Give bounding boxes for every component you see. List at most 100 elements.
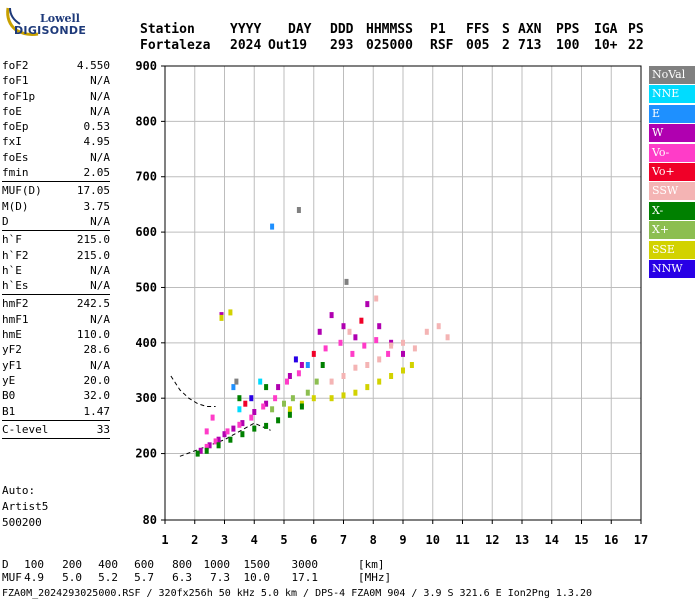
param-name: hmE: [2, 328, 22, 342]
param-group-virtual-heights: h`F 215.0 h`F2 215.0 h`E N/A h`Es N/A: [2, 232, 110, 293]
echo-point-ssw: [412, 345, 417, 352]
distance-value: 1500: [244, 558, 271, 571]
echo-point-w: [240, 420, 245, 427]
logo-text-lowell: Lowell: [40, 12, 80, 25]
muf-value: 4.9: [24, 571, 44, 584]
param-group-muf: MUF(D) 17.05 M(D) 3.75 D N/A: [2, 183, 110, 229]
echo-point-vo-: [237, 421, 242, 428]
y-tick-label: 300: [135, 391, 157, 405]
echo-point-vo-: [323, 345, 328, 352]
header-value: 100: [556, 38, 580, 53]
echo-point-x-: [216, 442, 221, 449]
header-label: Station: [140, 22, 195, 37]
distance-label: D: [2, 558, 9, 571]
muf-value: 7.3: [210, 571, 230, 584]
echo-point-vo-: [204, 443, 209, 450]
chart-grid: [165, 66, 641, 520]
separator: [2, 419, 110, 421]
param-name: fxI: [2, 135, 22, 149]
param-row: h`Es N/A: [2, 278, 110, 293]
echo-point-x-: [270, 406, 275, 413]
echo-point-vo-: [225, 428, 230, 435]
muf-value: 17.1: [292, 571, 319, 584]
header-label: FFS: [466, 22, 490, 37]
echo-point-sse: [341, 392, 346, 399]
legend-item-ssw: SSW: [649, 182, 695, 201]
auto-program: Artist5: [2, 500, 49, 513]
x-tick-label: 17: [634, 533, 648, 547]
legend-item-sse: SSE: [649, 240, 695, 259]
distance-value: 200: [62, 558, 82, 571]
echo-point-x-: [195, 450, 200, 457]
param-name: foEs: [2, 150, 29, 164]
legend-item-x-: X-: [649, 201, 695, 220]
digisonde-logo: [4, 4, 84, 40]
auto-label: Auto:: [2, 484, 36, 497]
param-name: D: [2, 214, 9, 228]
param-value: 20.0: [83, 373, 111, 387]
param-row: foF1 N/A: [2, 73, 110, 88]
distance-value: 100: [24, 558, 44, 571]
param-name: MUF(D): [2, 184, 42, 198]
echo-point-w: [299, 362, 304, 368]
echo-point-ssw: [424, 328, 429, 335]
echo-point-vo-: [296, 370, 301, 377]
footer-info: FZA0M_2024293025000.RSF / 320fx256h 50 k…: [2, 588, 592, 599]
header-value: 713: [518, 38, 541, 53]
y-tick-label: 200: [135, 447, 157, 461]
muf-label: MUF: [2, 571, 22, 584]
echo-point-sse: [377, 378, 382, 385]
header-value: 025000: [366, 38, 413, 53]
param-value: 242.5: [76, 297, 110, 311]
param-row: MUF(D) 17.05: [2, 183, 110, 198]
x-tick-label: 4: [251, 533, 258, 547]
echo-point-nne: [258, 378, 263, 385]
echo-point-ssw: [374, 295, 379, 302]
muf-value: [MHz]: [358, 571, 391, 584]
header-label: HHMMSS: [366, 22, 413, 37]
param-name: foF1: [2, 74, 29, 88]
param-value: 33: [96, 422, 110, 436]
param-name: h`Es: [2, 279, 29, 293]
echo-point-ssw: [347, 328, 352, 335]
echo-point-w: [222, 431, 227, 438]
chart-curves: [170, 375, 271, 457]
muf-value: 5.0: [62, 571, 82, 584]
echo-point-w: [231, 425, 236, 432]
param-value: N/A: [90, 89, 110, 103]
header-value: 2024: [230, 38, 261, 53]
param-value: 110.0: [76, 328, 110, 342]
param-row: h`E N/A: [2, 263, 110, 278]
param-value: 2.05: [83, 166, 111, 180]
echo-point-x-: [252, 425, 257, 432]
separator: [2, 294, 110, 296]
param-value: 4.550: [76, 59, 110, 72]
echo-point-x-: [290, 395, 295, 402]
x-tick-label: 6: [310, 533, 317, 547]
parameter-panel: foF2 4.550 foF1 N/A foF1p N/A foE N/A foEp 0.53 fx…: [2, 58, 110, 440]
header-label: S: [502, 22, 510, 37]
echo-point-e: [270, 223, 275, 230]
echo-point-vo-: [261, 403, 266, 410]
echo-point-ssw: [365, 362, 370, 368]
echo-point-ssw: [329, 378, 334, 385]
header-label: P1: [430, 22, 446, 37]
echo-point-sse: [311, 395, 316, 402]
param-name: hmF2: [2, 297, 29, 311]
param-value: 1.47: [83, 404, 111, 418]
echo-point-w: [377, 323, 382, 330]
x-tick-label: 9: [399, 533, 406, 547]
param-row: yE 20.0: [2, 373, 110, 388]
param-value: 3.75: [83, 199, 111, 213]
muf-value: 5.2: [98, 571, 118, 584]
header-label: YYYY: [230, 22, 261, 37]
param-row: fxI 4.95: [2, 134, 110, 149]
echo-point-vo-: [273, 395, 278, 402]
legend-item-nne: NNE: [649, 85, 695, 104]
echo-point-ssw: [353, 364, 358, 371]
y-tick-label: 80: [143, 513, 157, 527]
header-label: IGA: [594, 22, 618, 37]
param-name: foF1p: [2, 89, 36, 103]
echo-point-x-: [320, 362, 325, 368]
